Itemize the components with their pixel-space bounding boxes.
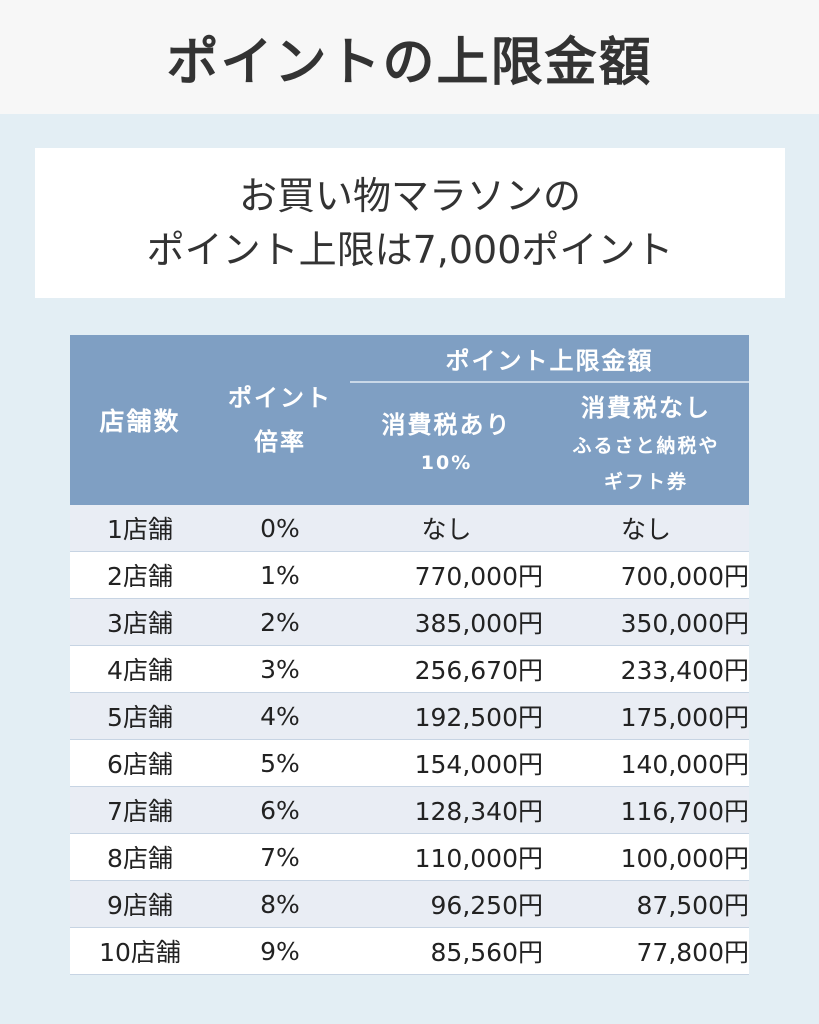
cell-rate: 0% bbox=[210, 505, 350, 552]
table-row: 3店舗 2% 385,000円 350,000円 bbox=[70, 598, 749, 646]
point-limit-table: 店舗数 ポイント 倍率 ポイント上限金額 消費税あり 10% 消費税なし ふるさ… bbox=[70, 335, 749, 975]
cell-with-tax: 128,340円 bbox=[350, 786, 543, 834]
cell-with-tax: 110,000円 bbox=[350, 833, 543, 881]
cell-without-tax: 116,700円 bbox=[543, 786, 749, 834]
cell-stores: 8店舗 bbox=[70, 833, 210, 881]
table-row: 5店舗 4% 192,500円 175,000円 bbox=[70, 692, 749, 740]
table-body: 1店舗 0% なし なし 2店舗 1% 770,000円 700,000円 3店… bbox=[70, 505, 749, 975]
cell-with-tax: 385,000円 bbox=[350, 598, 543, 646]
header-rate-line-1: ポイント bbox=[228, 384, 332, 412]
table-row: 8店舗 7% 110,000円 100,000円 bbox=[70, 833, 749, 881]
table-row: 4店舗 3% 256,670円 233,400円 bbox=[70, 645, 749, 693]
cell-rate: 3% bbox=[210, 645, 350, 693]
cell-without-tax: 87,500円 bbox=[543, 880, 749, 928]
cell-stores: 6店舗 bbox=[70, 739, 210, 787]
table-row: 6店舗 5% 154,000円 140,000円 bbox=[70, 739, 749, 787]
subtitle-box: お買い物マラソンの ポイント上限は7,000ポイント bbox=[35, 148, 785, 298]
subtitle-line-1: お買い物マラソンの bbox=[238, 174, 581, 218]
table-header: 店舗数 ポイント 倍率 ポイント上限金額 消費税あり 10% 消費税なし ふるさ… bbox=[70, 335, 749, 505]
cell-rate: 6% bbox=[210, 786, 350, 834]
cell-with-tax: 85,560円 bbox=[350, 927, 543, 975]
cell-with-tax: 192,500円 bbox=[350, 692, 543, 740]
cell-stores: 1店舗 bbox=[70, 505, 210, 552]
table-row: 2店舗 1% 770,000円 700,000円 bbox=[70, 551, 749, 599]
cell-rate: 4% bbox=[210, 692, 350, 740]
cell-stores: 9店舗 bbox=[70, 880, 210, 928]
header-stores: 店舗数 bbox=[70, 335, 210, 505]
table-row: 9店舗 8% 96,250円 87,500円 bbox=[70, 880, 749, 928]
header-with-tax-label: 消費税あり bbox=[381, 411, 512, 439]
cell-without-tax: 100,000円 bbox=[543, 833, 749, 881]
table-row: 7店舗 6% 128,340円 116,700円 bbox=[70, 786, 749, 834]
cell-stores: 7店舗 bbox=[70, 786, 210, 834]
cell-rate: 9% bbox=[210, 927, 350, 975]
header-rate-line-2: 倍率 bbox=[254, 428, 306, 456]
cell-stores: 4店舗 bbox=[70, 645, 210, 693]
cell-without-tax: 350,000円 bbox=[543, 598, 749, 646]
cell-rate: 7% bbox=[210, 833, 350, 881]
header-with-tax-note: 10% bbox=[420, 452, 473, 474]
subtitle-line-2: ポイント上限は7,000ポイント bbox=[146, 228, 674, 272]
cell-rate: 1% bbox=[210, 551, 350, 599]
cell-stores: 2店舗 bbox=[70, 551, 210, 599]
page-title: ポイントの上限金額 bbox=[166, 32, 653, 93]
cell-without-tax: 140,000円 bbox=[543, 739, 749, 787]
cell-without-tax: 77,800円 bbox=[543, 927, 749, 975]
header-without-tax-note-2: ギフト券 bbox=[603, 471, 688, 493]
cell-without-tax: 233,400円 bbox=[543, 645, 749, 693]
cell-stores: 3店舗 bbox=[70, 598, 210, 646]
cell-with-tax: 256,670円 bbox=[350, 645, 543, 693]
header-without-tax-note-1: ふるさと納税や bbox=[572, 435, 720, 457]
title-bar: ポイントの上限金額 bbox=[0, 0, 819, 114]
cell-stores: 5店舗 bbox=[70, 692, 210, 740]
header-without-tax: 消費税なし ふるさと納税や ギフト券 bbox=[543, 382, 749, 505]
header-point-limit-amount: ポイント上限金額 bbox=[350, 335, 749, 383]
cell-rate: 8% bbox=[210, 880, 350, 928]
cell-rate: 5% bbox=[210, 739, 350, 787]
cell-with-tax: 96,250円 bbox=[350, 880, 543, 928]
cell-with-tax: 770,000円 bbox=[350, 551, 543, 599]
header-without-tax-label: 消費税なし bbox=[581, 394, 711, 422]
cell-rate: 2% bbox=[210, 598, 350, 646]
table-row: 1店舗 0% なし なし bbox=[70, 505, 749, 552]
cell-stores: 10店舗 bbox=[70, 927, 210, 975]
header-rate: ポイント 倍率 bbox=[210, 335, 350, 505]
cell-with-tax: なし bbox=[350, 505, 543, 552]
cell-with-tax: 154,000円 bbox=[350, 739, 543, 787]
table-row: 10店舗 9% 85,560円 77,800円 bbox=[70, 927, 749, 975]
header-with-tax: 消費税あり 10% bbox=[350, 382, 543, 505]
cell-without-tax: 700,000円 bbox=[543, 551, 749, 599]
cell-without-tax: 175,000円 bbox=[543, 692, 749, 740]
cell-without-tax: なし bbox=[543, 505, 749, 552]
